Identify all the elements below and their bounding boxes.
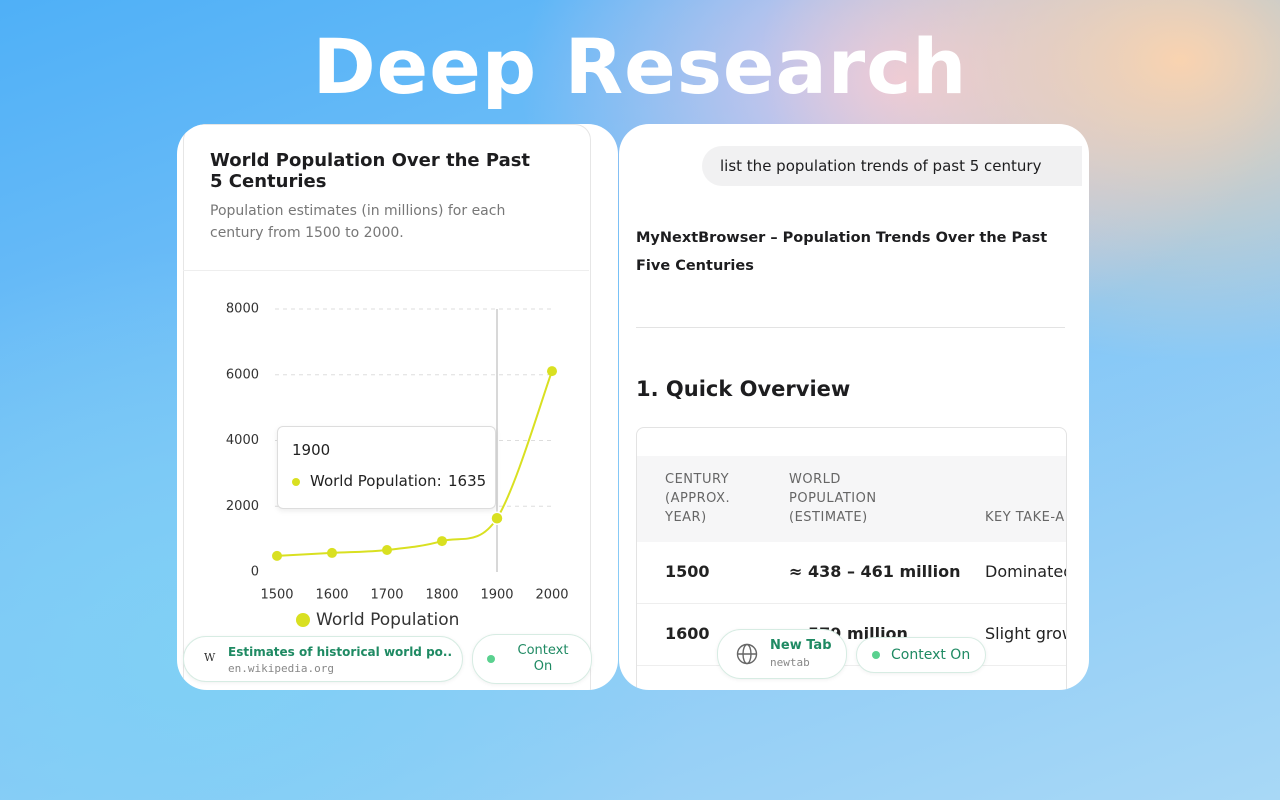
- source-pill[interactable]: W Estimates of historical world po... en…: [183, 636, 463, 682]
- chart-title: World Population Over the Past 5 Centuri…: [210, 150, 531, 192]
- context-pill[interactable]: Context On: [856, 637, 986, 673]
- table-cell: Dominated: [985, 562, 1067, 581]
- tooltip-value: 1635: [448, 472, 487, 490]
- globe-icon: [736, 643, 758, 665]
- chart-panel: [183, 124, 591, 690]
- row-divider: [637, 603, 1066, 604]
- x-tick-label: 1700: [370, 588, 403, 603]
- chat-card: list the population trends of past 5 cen…: [619, 124, 1089, 690]
- table-cell: 1500: [665, 562, 710, 581]
- tooltip-dot: [292, 478, 300, 486]
- x-tick-label: 1500: [260, 588, 293, 603]
- column-header: WORLD POPULATION (ESTIMATE): [789, 472, 877, 525]
- headline: Deep Research: [312, 22, 968, 111]
- divider: [183, 270, 589, 271]
- data-point: [382, 544, 392, 555]
- tooltip-label: World Population:: [310, 472, 442, 490]
- x-tick-label: 1900: [480, 588, 513, 603]
- y-tick-label: 2000: [226, 499, 259, 514]
- source-icon: W: [204, 651, 216, 664]
- column-header: KEY TAKE-A: [985, 510, 1065, 525]
- divider: [636, 327, 1065, 328]
- table-frame: CENTURY (APPROX. YEAR) WORLD POPULATION …: [636, 427, 1067, 690]
- chart-subtitle: Population estimates (in millions) for e…: [210, 203, 506, 241]
- tab-pill[interactable]: New Tab newtab: [717, 629, 847, 679]
- data-point: [327, 547, 337, 558]
- tab-url: newtab: [770, 656, 810, 669]
- chart-card: World Population Over the Past 5 Centuri…: [177, 124, 618, 690]
- table-header: [637, 456, 1066, 542]
- query-text: list the population trends of past 5 cen…: [720, 157, 1042, 175]
- context-pill[interactable]: Context On: [472, 634, 592, 684]
- response-title: MyNextBrowser – Population Trends Over t…: [636, 230, 1048, 274]
- source-title: Estimates of historical world po...: [228, 645, 453, 659]
- table-cell: Slight grow: [985, 624, 1067, 643]
- status-dot: [872, 651, 880, 659]
- section-heading: 1. Quick Overview: [636, 377, 851, 401]
- query-bubble: list the population trends of past 5 cen…: [702, 146, 1082, 186]
- table-cell: ≈ 438 – 461 million: [789, 562, 961, 581]
- x-tick-label: 1600: [315, 588, 348, 603]
- table-cell: 1600: [665, 624, 710, 643]
- x-tick-label: 1800: [425, 588, 458, 603]
- tooltip-category: 1900: [292, 441, 331, 459]
- y-tick-label: 6000: [226, 367, 259, 382]
- row-divider: [637, 665, 1066, 666]
- context-label: Context On: [517, 643, 569, 674]
- legend-label: World Population: [316, 610, 459, 630]
- y-tick-label: 0: [251, 565, 259, 580]
- status-dot: [487, 655, 495, 663]
- context-label: Context On: [891, 647, 971, 663]
- legend-marker: [296, 613, 310, 627]
- data-point: [437, 536, 447, 547]
- column-header: CENTURY (APPROX. YEAR): [665, 472, 731, 525]
- y-tick-label: 8000: [226, 302, 259, 317]
- data-point: [547, 366, 557, 377]
- tab-title: New Tab: [770, 638, 832, 653]
- tooltip: 1900 World Population: 1635: [277, 426, 496, 509]
- data-point: [272, 550, 282, 561]
- y-tick-label: 4000: [226, 433, 259, 448]
- source-url: en.wikipedia.org: [228, 662, 334, 675]
- data-point: [490, 511, 504, 525]
- x-tick-label: 2000: [535, 588, 568, 603]
